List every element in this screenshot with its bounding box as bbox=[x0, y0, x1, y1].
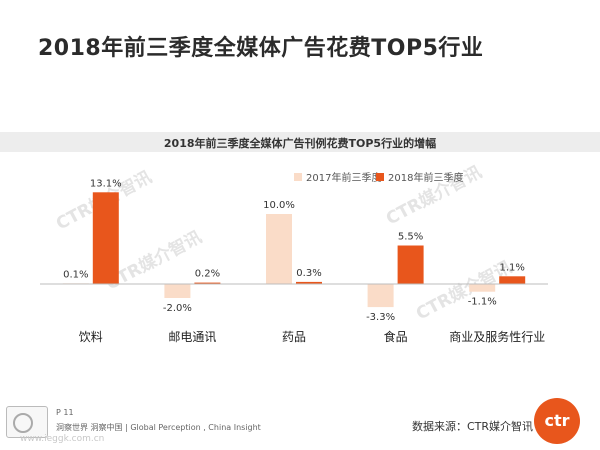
bar bbox=[296, 281, 322, 284]
watermark-text: CTR媒介智讯 bbox=[382, 161, 485, 229]
legend-swatch bbox=[376, 173, 384, 181]
bar bbox=[194, 282, 221, 284]
legend-label: 2018年前三季度 bbox=[388, 171, 463, 184]
ctr-logo: ctr bbox=[534, 398, 580, 444]
data-label: -1.1% bbox=[468, 297, 497, 308]
bar-chart: CTR媒介智讯CTR媒介智讯CTR媒介智讯CTR媒介智讯 2017年前三季度20… bbox=[40, 161, 548, 344]
data-label: 13.1% bbox=[90, 178, 122, 189]
bar bbox=[367, 284, 394, 308]
chart-bars: 0.1% 13.1% 饮料 -2.0% 0.2% 邮电通讯 10.0% 0.3% 药品 -3.3%… bbox=[62, 178, 545, 344]
data-label: 10.0% bbox=[263, 200, 295, 211]
data-label: 0.3% bbox=[296, 268, 321, 279]
category-label: 药品 bbox=[282, 330, 306, 344]
page-number: P 11 bbox=[56, 408, 74, 417]
data-label: -2.0% bbox=[163, 303, 192, 314]
data-label: 1.1% bbox=[499, 262, 524, 273]
bar bbox=[499, 276, 526, 284]
chart-title-band bbox=[0, 132, 600, 152]
bar bbox=[469, 284, 496, 292]
bar bbox=[164, 284, 191, 298]
bar bbox=[266, 214, 292, 284]
certification-badge-icon bbox=[6, 406, 48, 438]
page-title: 2018年前三季度全媒体广告花费TOP5行业 bbox=[38, 36, 484, 61]
chart-legend: 2017年前三季度 2018年前三季度 bbox=[294, 171, 463, 184]
legend-label: 2017年前三季度 bbox=[306, 171, 381, 184]
footer-tagline: 洞察世界 洞察中国 | Global Perception , China In… bbox=[56, 423, 261, 432]
category-label: 食品 bbox=[384, 329, 408, 344]
category-label: 商业及服务性行业 bbox=[449, 329, 545, 344]
data-label: 0.1% bbox=[63, 269, 88, 280]
chart-title: 2018年前三季度全媒体广告刊例花费TOP5行业的增幅 bbox=[163, 137, 437, 150]
legend-swatch bbox=[294, 173, 302, 181]
category-label: 饮料 bbox=[79, 330, 103, 344]
data-label: -3.3% bbox=[366, 312, 395, 323]
watermark-url: www.ieggk.com.cn bbox=[20, 434, 105, 444]
category-label: 邮电通讯 bbox=[168, 330, 216, 344]
data-source: 数据来源：CTR媒介智讯 bbox=[412, 420, 534, 433]
bar bbox=[92, 192, 119, 284]
bar bbox=[397, 245, 424, 284]
data-label: 5.5% bbox=[398, 232, 423, 243]
data-label: 0.2% bbox=[195, 269, 220, 280]
